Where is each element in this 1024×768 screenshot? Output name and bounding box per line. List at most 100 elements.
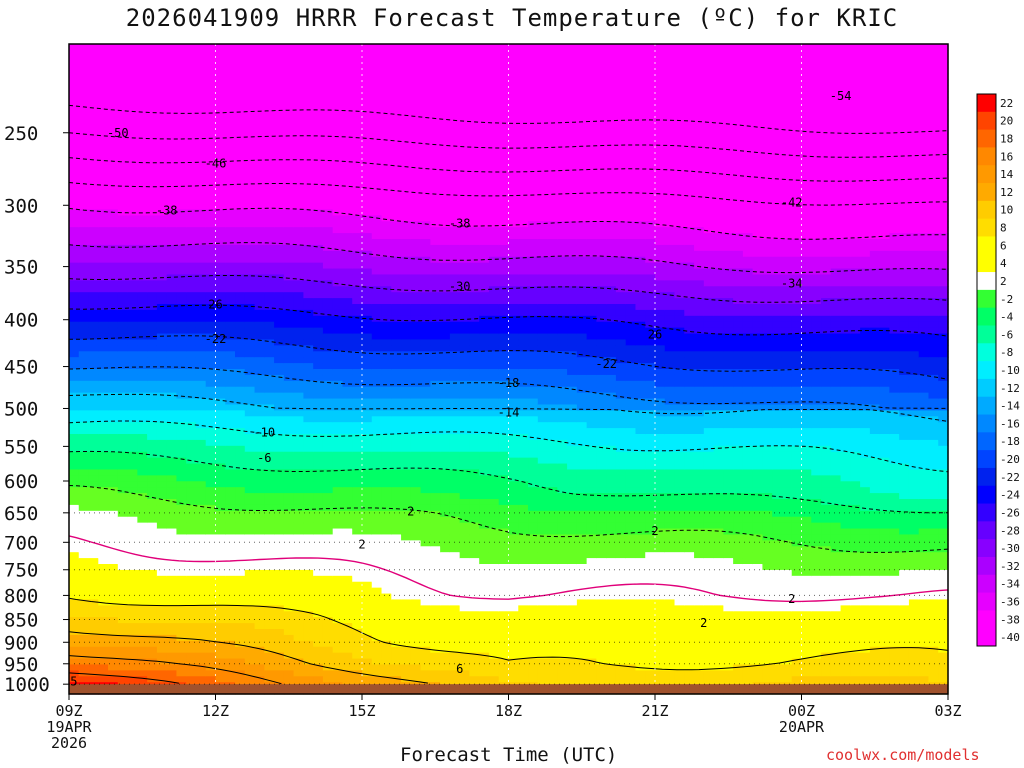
field-cell [108, 363, 119, 370]
field-cell [98, 516, 109, 524]
field-cell [371, 162, 383, 169]
field-cell [322, 392, 334, 400]
field-cell [88, 280, 99, 287]
field-cell [137, 280, 148, 287]
field-cell [469, 634, 480, 642]
field-cell [235, 203, 246, 211]
field-cell [254, 79, 265, 86]
field-cell [283, 558, 295, 565]
field-cell [156, 575, 168, 583]
field-cell [459, 215, 471, 222]
field-cell [391, 392, 402, 400]
field-cell [498, 363, 510, 370]
field-cell [117, 304, 129, 311]
field-cell [362, 451, 373, 459]
field-cell [225, 534, 236, 541]
field-cell [303, 451, 314, 459]
field-cell [362, 640, 373, 648]
field-cell [332, 445, 344, 453]
field-cell [264, 487, 275, 494]
field-cell [176, 156, 187, 163]
field-cell [488, 197, 500, 205]
field-cell [342, 416, 353, 423]
field-cell [479, 357, 490, 364]
field-cell [78, 587, 90, 595]
field-cell [117, 73, 129, 81]
field-cell [186, 434, 197, 441]
field-cell [410, 268, 422, 276]
field-cell [362, 79, 373, 86]
field-cell [88, 114, 99, 122]
field-cell [283, 298, 295, 305]
field-cell [166, 540, 178, 547]
field-cell [127, 404, 138, 411]
field-cell [156, 664, 168, 671]
field-cell [205, 345, 217, 352]
field-cell [215, 646, 226, 654]
field-cell [410, 522, 422, 530]
field-cell [186, 522, 197, 530]
field-cell [137, 652, 148, 660]
field-cell [225, 339, 236, 346]
field-cell [147, 410, 158, 417]
field-cell [420, 623, 431, 630]
field-cell [205, 374, 217, 382]
field-cell [410, 150, 422, 157]
field-cell [391, 558, 402, 565]
field-cell [264, 256, 275, 264]
field-cell [313, 221, 324, 228]
field-cell [498, 286, 510, 293]
field-cell [244, 451, 256, 459]
field-cell [235, 262, 246, 270]
field-cell [410, 652, 422, 660]
field-cell [352, 587, 363, 595]
field-cell [117, 321, 129, 329]
field-cell [469, 203, 480, 211]
field-cell [381, 174, 392, 181]
field-cell [98, 410, 109, 417]
field-cell [371, 528, 383, 536]
field-cell [362, 298, 373, 305]
field-cell [410, 304, 422, 311]
field-cell [98, 629, 109, 636]
field-cell [127, 475, 138, 482]
field-cell [381, 97, 392, 104]
field-cell [283, 552, 295, 559]
field-cell [69, 327, 80, 335]
field-cell [235, 197, 246, 205]
field-cell [352, 670, 363, 677]
field-cell [254, 61, 265, 69]
field-cell [322, 197, 334, 205]
field-cell [117, 156, 129, 163]
field-cell [381, 546, 392, 553]
field-cell [401, 369, 412, 376]
field-cell [381, 552, 392, 559]
field-cell [479, 569, 490, 577]
field-cell [479, 510, 490, 518]
field-cell [342, 611, 353, 618]
field-cell [98, 369, 109, 376]
field-cell [137, 268, 148, 276]
field-cell [381, 605, 392, 612]
field-cell [381, 487, 392, 494]
field-cell [147, 221, 158, 228]
field-cell [117, 670, 129, 677]
field-cell [391, 97, 402, 104]
field-cell [108, 605, 119, 612]
field-cell [362, 126, 373, 134]
field-cell [147, 280, 158, 287]
field-cell [283, 280, 295, 287]
field-cell [440, 504, 451, 512]
field-cell [479, 103, 490, 110]
field-cell [410, 599, 422, 606]
field-cell [381, 168, 392, 175]
field-cell [264, 91, 275, 98]
field-cell [313, 646, 324, 654]
field-cell [205, 114, 217, 122]
field-cell [205, 634, 217, 642]
field-cell [205, 457, 217, 465]
field-cell [313, 481, 324, 488]
field-cell [401, 315, 412, 323]
field-cell [459, 357, 471, 364]
field-cell [186, 168, 197, 175]
